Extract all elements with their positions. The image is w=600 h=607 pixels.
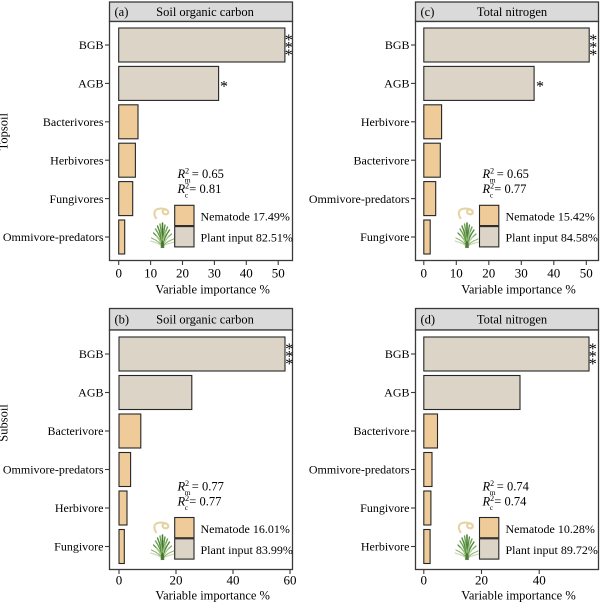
- svg-text:Soil organic carbon: Soil organic carbon: [156, 5, 254, 19]
- svg-text:Plant input 84.58%: Plant input 84.58%: [506, 231, 598, 245]
- svg-text:(c): (c): [421, 5, 435, 19]
- svg-text:*: *: [285, 356, 293, 373]
- svg-text:AGB: AGB: [384, 77, 409, 91]
- svg-text:10: 10: [144, 266, 157, 281]
- svg-text:R2m= 0.74: R2 m= 0.74: [482, 479, 530, 497]
- svg-text:BGB: BGB: [385, 38, 410, 52]
- svg-text:AGB: AGB: [384, 386, 409, 400]
- svg-text:20: 20: [475, 573, 488, 588]
- svg-text:40: 40: [547, 266, 560, 281]
- svg-text:Bacterivores: Bacterivores: [43, 115, 104, 129]
- svg-text:0: 0: [116, 573, 123, 588]
- svg-text:Total nitrogen: Total nitrogen: [477, 312, 548, 326]
- svg-text:R2c= 0.77: R2 c= 0.77: [482, 182, 527, 200]
- svg-text:0: 0: [421, 266, 428, 281]
- svg-text:30: 30: [515, 266, 528, 281]
- svg-text:50: 50: [272, 266, 285, 281]
- svg-text:R2c= 0.81: R2 c= 0.81: [177, 182, 222, 200]
- svg-text:Plant input 82.51%: Plant input 82.51%: [201, 231, 293, 245]
- svg-text:Nematode 15.42%: Nematode 15.42%: [506, 210, 595, 224]
- svg-text:*: *: [589, 341, 597, 358]
- svg-text:50: 50: [580, 266, 593, 281]
- svg-text:0: 0: [421, 573, 428, 588]
- svg-text:*: *: [589, 349, 597, 366]
- svg-text:Variable importance %: Variable importance %: [461, 283, 576, 297]
- svg-text:Variable importance %: Variable importance %: [461, 589, 576, 603]
- svg-text:*: *: [589, 356, 597, 373]
- svg-text:60: 60: [284, 573, 297, 588]
- svg-text:R2m= 0.65: R2 m= 0.65: [482, 167, 529, 185]
- svg-text:Herbivores: Herbivores: [50, 153, 104, 167]
- svg-text:*: *: [285, 47, 293, 64]
- svg-text:*: *: [589, 32, 597, 49]
- svg-text:AGB: AGB: [78, 386, 103, 400]
- svg-text:Subsoil: Subsoil: [0, 404, 11, 442]
- svg-text:Fungivore: Fungivore: [54, 540, 103, 554]
- svg-text:BGB: BGB: [79, 38, 104, 52]
- svg-text:Nematode 16.01%: Nematode 16.01%: [201, 522, 290, 536]
- svg-text:Fungivores: Fungivores: [50, 192, 104, 206]
- svg-text:Herbivore: Herbivore: [361, 115, 410, 129]
- svg-text:*: *: [285, 341, 293, 358]
- svg-text:*: *: [285, 32, 293, 49]
- svg-text:Topsoil: Topsoil: [0, 113, 11, 151]
- svg-text:Nematode 17.49%: Nematode 17.49%: [201, 210, 290, 224]
- svg-text:Variable importance %: Variable importance %: [155, 283, 270, 297]
- svg-text:AGB: AGB: [78, 77, 103, 91]
- svg-text:10: 10: [450, 266, 463, 281]
- svg-text:20: 20: [176, 266, 189, 281]
- svg-text:Variable importance %: Variable importance %: [155, 589, 270, 603]
- svg-text:40: 40: [227, 573, 240, 588]
- svg-text:(d): (d): [421, 312, 436, 326]
- svg-text:*: *: [285, 40, 293, 57]
- svg-text:Total nitrogen: Total nitrogen: [477, 5, 548, 19]
- svg-text:*: *: [285, 349, 293, 366]
- svg-text:Herbivore: Herbivore: [55, 501, 104, 515]
- svg-text:Bacterivore: Bacterivore: [354, 424, 410, 438]
- svg-text:Plant input 83.99%: Plant input 83.99%: [201, 543, 293, 557]
- svg-text:Nematode 10.28%: Nematode 10.28%: [506, 522, 595, 536]
- svg-text:40: 40: [533, 573, 546, 588]
- svg-text:BGB: BGB: [385, 347, 410, 361]
- svg-text:Fungivore: Fungivore: [360, 230, 409, 244]
- svg-text:Ommivore-predators: Ommivore-predators: [309, 192, 410, 206]
- svg-text:Fungivore: Fungivore: [360, 501, 409, 515]
- svg-text:Ommivore-predators: Ommivore-predators: [309, 463, 410, 477]
- svg-text:Herbivore: Herbivore: [361, 540, 410, 554]
- svg-text:20: 20: [170, 573, 183, 588]
- svg-text:Ommivore-predators: Ommivore-predators: [3, 230, 104, 244]
- svg-text:(a): (a): [115, 5, 129, 19]
- svg-text:Ommivore-predators: Ommivore-predators: [3, 463, 104, 477]
- svg-text:40: 40: [240, 266, 253, 281]
- svg-text:Soil organic carbon: Soil organic carbon: [156, 312, 254, 326]
- svg-text:(b): (b): [115, 312, 130, 326]
- svg-text:20: 20: [482, 266, 495, 281]
- svg-text:0: 0: [115, 266, 122, 281]
- svg-text:30: 30: [208, 266, 221, 281]
- svg-text:*: *: [589, 40, 597, 57]
- svg-text:*: *: [220, 79, 228, 96]
- svg-text:Plant input 89.72%: Plant input 89.72%: [506, 543, 598, 557]
- svg-text:Bacterivore: Bacterivore: [48, 424, 104, 438]
- svg-text:R2c= 0.74: R2 c= 0.74: [482, 494, 528, 512]
- svg-text:R2m= 0.65: R2 m= 0.65: [177, 167, 224, 185]
- svg-text:R2c= 0.77: R2 c= 0.77: [177, 494, 222, 512]
- svg-text:R2m= 0.77: R2 m= 0.77: [177, 479, 224, 497]
- svg-text:*: *: [536, 79, 544, 96]
- svg-text:BGB: BGB: [79, 347, 104, 361]
- svg-text:*: *: [589, 47, 597, 64]
- svg-text:Bacterivore: Bacterivore: [354, 153, 410, 167]
